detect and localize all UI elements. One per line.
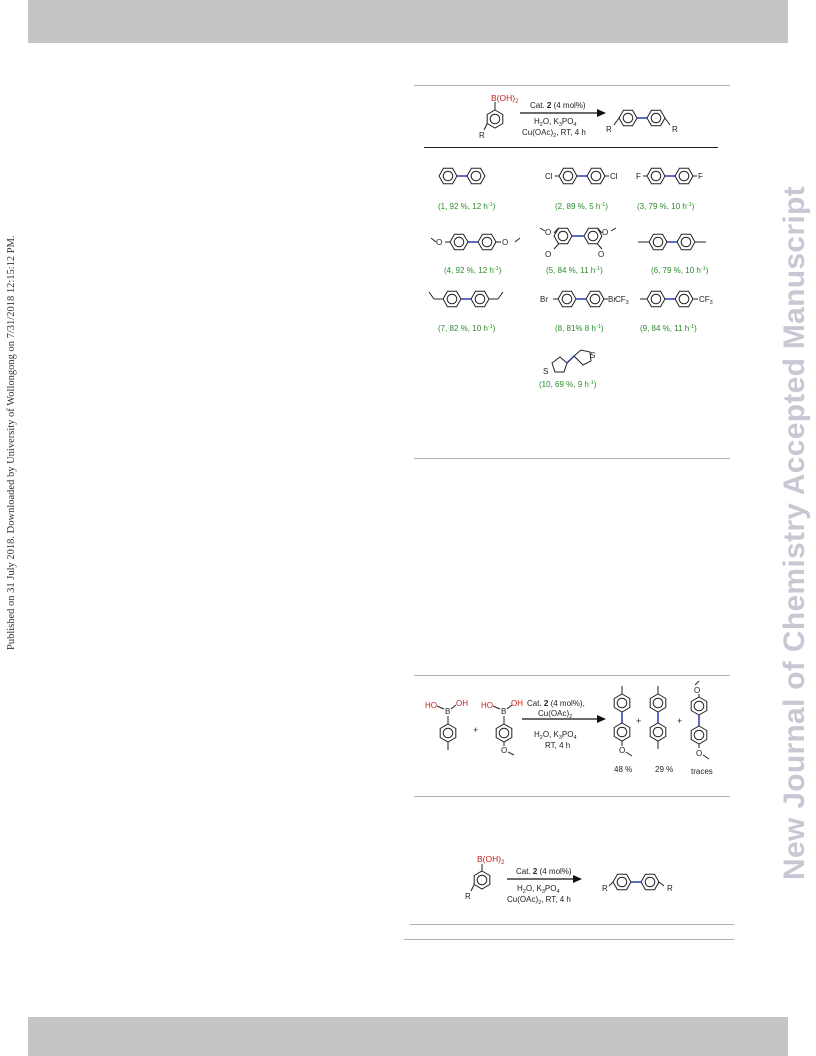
scheme3-boronic-label: B(OH)2 xyxy=(477,854,505,866)
scheme2-plus-1: + xyxy=(473,725,478,735)
scheme2-reactant-1: HO B OH xyxy=(425,699,468,750)
scheme2-r2-o: O xyxy=(501,746,507,755)
scheme1-bottom-rule xyxy=(414,458,730,459)
product-5-o-c: O xyxy=(602,228,608,237)
footer-band xyxy=(28,1017,788,1056)
scheme3-cond-line2: H2O, K3PO4 xyxy=(517,884,560,895)
scheme2-p3-o-bottom: O xyxy=(696,749,702,758)
scheme1-reactant: B(OH)2 R xyxy=(479,93,519,140)
product-7-label: (7, 82 %, 10 h-1) xyxy=(438,324,496,333)
scheme2-p3-yield: traces xyxy=(691,767,713,776)
product-6: (6, 79 %, 10 h-1) xyxy=(638,234,709,275)
scheme2-conditions: Cat. 2 (4 mol%), Cu(OAc)2 H2O, K3PO4 RT,… xyxy=(522,699,606,750)
scheme3-cond-line1: Cat. 2 (4 mol%) xyxy=(516,867,572,876)
product-4: O O (4, 92 %, 12 h-1) xyxy=(430,234,521,275)
scheme2-r1-b: B xyxy=(445,707,450,716)
arrow-head-icon xyxy=(597,109,606,117)
table-rule-bottom xyxy=(404,939,734,940)
product-6-label: (6, 79 %, 10 h-1) xyxy=(651,266,709,275)
scheme3-product-r-left: R xyxy=(602,884,608,893)
arrow-head-icon xyxy=(573,875,582,883)
product-4-label: (4, 92 %, 12 h-1) xyxy=(444,266,502,275)
product-9: CF3 CF3 (9, 84 %, 11 h-1) xyxy=(615,291,713,333)
product-3-f-left: F xyxy=(636,172,641,181)
scheme3-reactant-r: R xyxy=(465,892,471,901)
scheme1-header-rule xyxy=(424,147,718,148)
product-2-label: (2, 89 %, 5 h-1) xyxy=(555,202,608,211)
product-9-cf3-left: CF3 xyxy=(615,295,629,306)
scheme1-product: R R xyxy=(606,110,678,134)
scheme1-top-rule xyxy=(414,85,730,86)
product-5-label: (5, 84 %, 11 h-1) xyxy=(546,266,603,275)
product-8-br-left: Br xyxy=(540,295,548,304)
scheme2-r1-oh: OH xyxy=(456,699,468,708)
product-2-cl-right: Cl xyxy=(610,172,618,181)
scheme2-cond-line2: Cu(OAc)2 xyxy=(538,709,572,720)
product-8-br-right: Br xyxy=(608,295,616,304)
product-3-label: (3, 79 %, 10 h-1) xyxy=(637,202,695,211)
product-1: (1, 92 %, 12 h-1) xyxy=(438,168,496,211)
product-8: Br Br (8, 81% 8 h-1) xyxy=(540,291,616,333)
arrow-head-icon xyxy=(597,715,606,723)
product-9-label: (9, 84 %, 11 h-1) xyxy=(640,324,697,333)
product-1-label: (1, 92 %, 12 h-1) xyxy=(438,202,496,211)
scheme2-r1-ho: HO xyxy=(425,701,437,710)
scheme2-r2-oh: OH xyxy=(511,699,523,708)
scheme2-bottom-rule xyxy=(414,796,730,797)
scheme2-p1-yield: 48 % xyxy=(614,765,632,774)
scheme1-reactant-r: R xyxy=(479,131,485,140)
scheme2-cond-line4: RT, 4 h xyxy=(545,741,570,750)
scheme2-p2-yield: 29 % xyxy=(655,765,673,774)
scheme2-plus-3: + xyxy=(677,716,682,726)
scheme3-reactant: B(OH)2 R xyxy=(465,854,505,901)
product-4-o-right: O xyxy=(502,238,508,247)
scheme3-conditions: Cat. 2 (4 mol%) H2O, K3PO4 Cu(OAc)2, RT,… xyxy=(507,867,582,906)
scheme3-product-r-right: R xyxy=(667,884,673,893)
scheme1-boronic-label: B(OH)2 xyxy=(491,93,519,105)
product-10-s-right: S xyxy=(590,351,595,360)
scheme2-p1-o: O xyxy=(619,746,625,755)
scheme2-p3-o-top: O xyxy=(694,686,700,695)
product-9-cf3-right: CF3 xyxy=(699,295,713,306)
scheme1-product-r-right: R xyxy=(672,125,678,134)
product-10-s-left: S xyxy=(543,367,548,376)
product-2: Cl Cl (2, 89 %, 5 h-1) xyxy=(545,168,618,211)
scheme1-cond-line1: Cat. 2 (4 mol%) xyxy=(530,101,586,110)
table-rule-top xyxy=(410,924,734,925)
scheme2-product-3: O O traces xyxy=(690,680,713,776)
scheme2-cond-line3: H2O, K3PO4 xyxy=(534,730,577,741)
product-10-label: (10, 69 %, 9 h-1) xyxy=(539,380,597,389)
scheme2-r2-ho: HO xyxy=(481,701,493,710)
scheme1-cond-line2: H2O, K3PO4 xyxy=(534,117,577,128)
scheme2-product-2: 29 % xyxy=(649,686,673,774)
product-4-o-left: O xyxy=(436,238,442,247)
product-5-o-d: O xyxy=(598,250,604,259)
scheme2-top-rule xyxy=(414,675,730,676)
scheme2-plus-2: + xyxy=(636,716,641,726)
product-2-cl-left: Cl xyxy=(545,172,553,181)
scheme1-product-r-left: R xyxy=(606,125,612,134)
product-3-f-right: F xyxy=(698,172,703,181)
scheme3-cond-line3: Cu(OAc)2, RT, 4 h xyxy=(507,895,571,906)
product-10: S S (10, 69 %, 9 h-1) xyxy=(539,349,597,389)
product-5-o-a: O xyxy=(545,228,551,237)
scheme3-product: R R xyxy=(602,873,673,893)
scheme2-reactant-2: HO B OH O xyxy=(481,699,523,756)
product-5-o-b: O xyxy=(545,250,551,259)
scheme1-conditions: Cat. 2 (4 mol%) H2O, K3PO4 Cu(OAc)2, RT,… xyxy=(520,101,606,139)
scheme2-r2-b: B xyxy=(501,707,506,716)
scheme2-cond-line1: Cat. 2 (4 mol%), xyxy=(527,699,585,708)
header-band xyxy=(28,0,788,43)
scheme2-product-1: O 48 % xyxy=(613,686,633,774)
scheme1-cond-line3: Cu(OAc)2, RT, 4 h xyxy=(522,128,586,139)
product-5: O O O O (5, 84 %, 11 h-1) xyxy=(539,227,617,275)
product-8-label: (8, 81% 8 h-1) xyxy=(555,324,604,333)
product-3: F F (3, 79 %, 10 h-1) xyxy=(636,168,703,211)
product-7: (7, 82 %, 10 h-1) xyxy=(428,291,504,333)
